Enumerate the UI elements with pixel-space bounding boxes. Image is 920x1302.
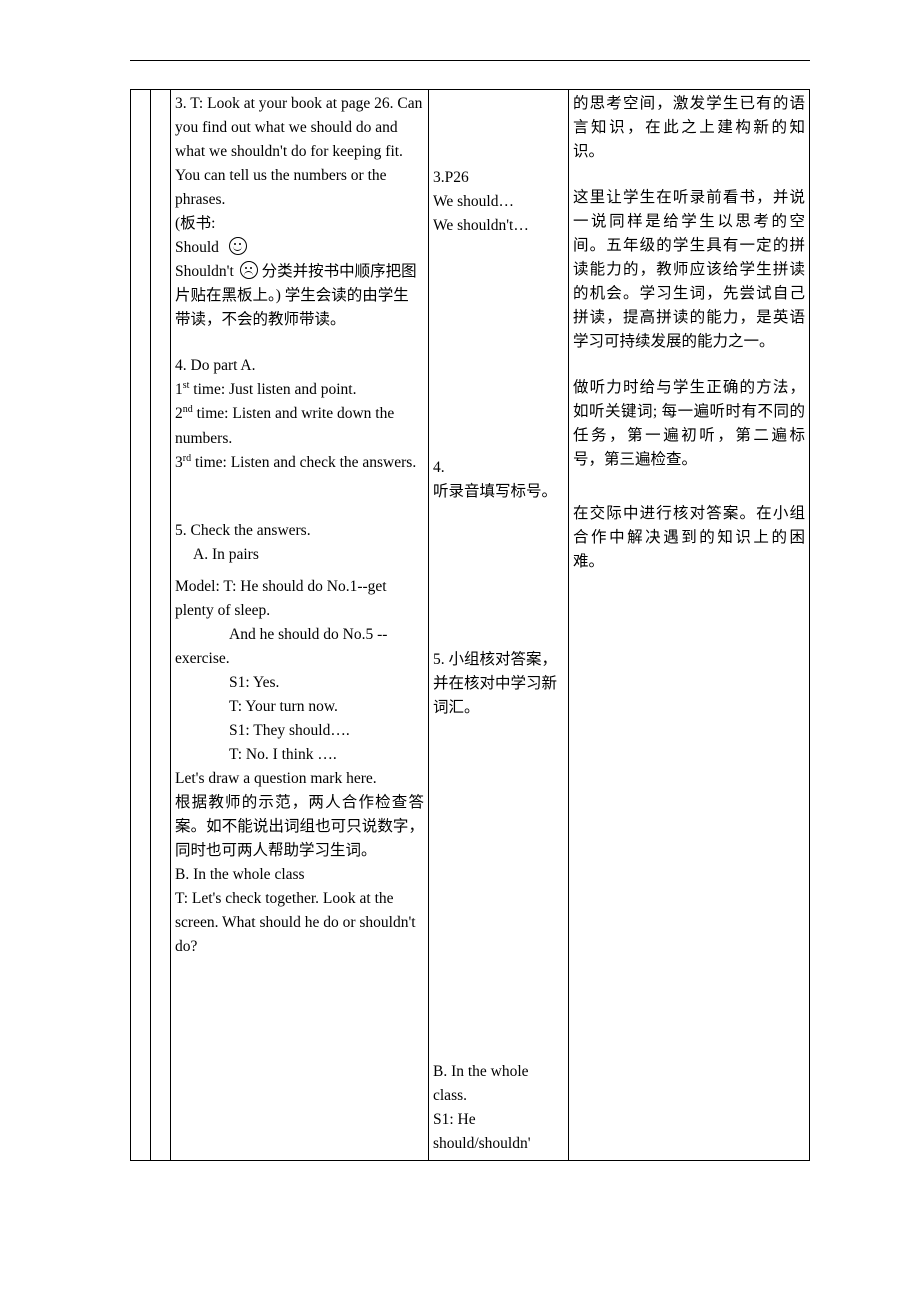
table-row: 3. T: Look at your book at page 26. Can … (131, 90, 810, 1161)
step5-a-pairs: A. In pairs (175, 543, 424, 567)
step4-line3: 3rd time: Listen and check the answers. (175, 451, 424, 475)
step5-check: T: Let's check together. Look at the scr… (175, 887, 424, 959)
r-p3: 做听力时给与学生正确的方法，如听关键词; 每一遍听时有不同的任务，第一遍初听，第… (573, 376, 805, 472)
step5-t-no: T: No. I think …. (175, 743, 424, 767)
s-step4: 4. (433, 456, 564, 480)
step5-s1-yes: S1: Yes. (175, 671, 424, 695)
s-we-shouldnt: We shouldn't… (433, 214, 564, 238)
step3-board-open: (板书: (175, 212, 424, 236)
step4-line1: 1st time: Just listen and point. (175, 378, 424, 402)
step5-and-line: And he should do No.5 --exercise. (175, 623, 424, 671)
step5-b-whole: B. In the whole class (175, 863, 424, 887)
should-label: Should (175, 239, 219, 256)
cell-teacher-activity: 3. T: Look at your book at page 26. Can … (171, 90, 429, 1161)
header-rule (130, 60, 810, 61)
shouldnt-line: Shouldn't 分类并按书中顺序把图片贴在黑板上。) 学生会读的由学生带读，… (175, 260, 424, 332)
cell-student-activity: 3.P26 We should… We shouldn't… 4. 听录音填写标… (429, 90, 569, 1161)
s-we-should: We should… (433, 190, 564, 214)
page: 3. T: Look at your book at page 26. Can … (0, 0, 920, 1201)
cell-rationale: 的思考空间，激发学生已有的语言知识，在此之上建构新的知识。 这里让学生在听录前看… (569, 90, 810, 1161)
lesson-table: 3. T: Look at your book at page 26. Can … (130, 89, 810, 1161)
happy-face-icon (229, 237, 247, 255)
step5-qmark: Let's draw a question mark here. (175, 767, 424, 791)
sad-face-icon (240, 261, 258, 279)
step5-title: 5. Check the answers. (175, 519, 424, 543)
step3-intro: 3. T: Look at your book at page 26. Can … (175, 92, 424, 212)
should-line: Should (175, 236, 424, 260)
r-p1: 的思考空间，激发学生已有的语言知识，在此之上建构新的知识。 (573, 92, 805, 164)
shouldnt-label: Shouldn't (175, 263, 234, 280)
s-b-s1: S1: He should/shouldn' (433, 1108, 564, 1156)
step5-t-turn: T: Your turn now. (175, 695, 424, 719)
step5-model: Model: T: He should do No.1--get plenty … (175, 575, 424, 623)
step5-s1-they: S1: They should…. (175, 719, 424, 743)
s-step4-zh: 听录音填写标号。 (433, 480, 564, 504)
s-step5: 5. 小组核对答案，并在核对中学习新词汇。 (433, 648, 564, 720)
r-p2: 这里让学生在听录前看书，并说一说同样是给学生以思考的空间。五年级的学生具有一定的… (573, 186, 805, 354)
cell-blank-2 (151, 90, 171, 1161)
cell-blank-1 (131, 90, 151, 1161)
s-p26: 3.P26 (433, 166, 564, 190)
r-p4: 在交际中进行核对答案。在小组合作中解决遇到的知识上的困难。 (573, 502, 805, 574)
step4-line2: 2nd time: Listen and write down the numb… (175, 402, 424, 450)
s-b-whole: B. In the whole class. (433, 1060, 564, 1108)
step5-zh-note: 根据教师的示范，两人合作检查答案。如不能说出词组也可只说数字，同时也可两人帮助学… (175, 791, 424, 863)
step4-title: 4. Do part A. (175, 354, 424, 378)
